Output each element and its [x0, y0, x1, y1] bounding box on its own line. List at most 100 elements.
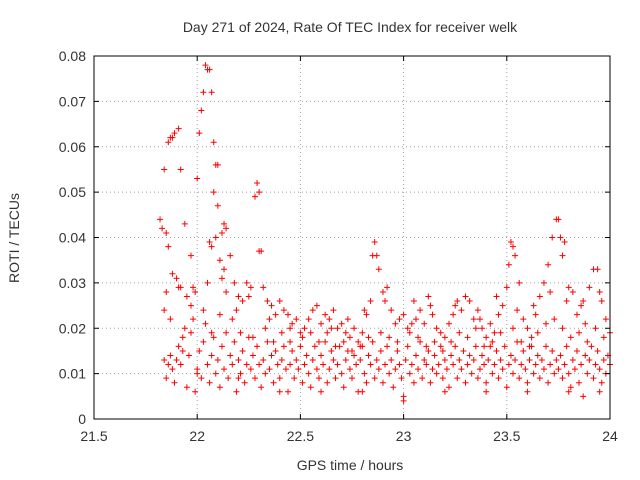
data-point — [563, 343, 570, 350]
data-point — [392, 320, 399, 327]
data-point — [359, 329, 366, 336]
data-point — [208, 89, 215, 96]
data-point — [165, 361, 172, 368]
data-point — [363, 379, 370, 386]
data-point — [526, 357, 533, 364]
plot-frame — [93, 55, 611, 420]
data-point — [369, 338, 376, 345]
data-point — [196, 130, 203, 137]
data-point — [171, 379, 178, 386]
data-point — [365, 334, 372, 341]
data-point — [194, 370, 201, 377]
data-point — [427, 379, 434, 386]
data-point — [280, 307, 287, 314]
data-point — [472, 343, 479, 350]
data-point — [293, 316, 300, 323]
data-point — [161, 307, 168, 314]
data-point — [185, 352, 192, 359]
data-point — [338, 370, 345, 377]
data-point — [489, 338, 496, 345]
data-point — [373, 357, 380, 364]
data-point — [596, 288, 603, 295]
data-point — [594, 266, 601, 273]
data-point — [233, 307, 240, 314]
data-point — [532, 361, 539, 368]
data-point — [221, 220, 228, 227]
data-point — [175, 343, 182, 350]
data-point — [227, 252, 234, 259]
data-point — [462, 293, 469, 300]
data-point — [249, 334, 256, 341]
data-point — [318, 352, 325, 359]
data-point — [163, 229, 170, 236]
data-point — [159, 225, 166, 232]
data-point — [218, 275, 225, 282]
data-point — [287, 338, 294, 345]
y-tick-label: 0.07 — [59, 93, 86, 109]
data-point — [565, 370, 572, 377]
data-point — [602, 316, 609, 323]
data-point — [557, 352, 564, 359]
axis-ticks: 0 0.01 0.02 0.03 0.04 0.05 0.06 0.07 0.08 21.5 22 2… — [59, 48, 618, 444]
data-point — [371, 239, 378, 246]
x-tick-label: 24 — [602, 428, 618, 444]
data-point — [169, 134, 176, 141]
data-point — [307, 384, 314, 391]
data-point — [181, 325, 188, 332]
data-point — [402, 357, 409, 364]
data-point — [565, 388, 572, 395]
data-point — [491, 361, 498, 368]
data-point — [334, 361, 341, 368]
data-point — [264, 298, 271, 305]
data-point — [412, 352, 419, 359]
data-point — [503, 384, 510, 391]
data-point — [423, 343, 430, 350]
data-point — [223, 288, 230, 295]
data-point — [270, 379, 277, 386]
data-point — [258, 384, 265, 391]
data-point — [499, 366, 506, 373]
data-point — [540, 279, 547, 286]
chart-title: Day 271 of 2024, Rate Of TEC Index for r… — [183, 19, 518, 35]
data-point — [567, 334, 574, 341]
data-point — [307, 329, 314, 336]
data-point — [303, 352, 310, 359]
data-point — [580, 298, 587, 305]
data-point — [188, 302, 195, 309]
data-point — [524, 325, 531, 332]
data-point — [208, 243, 215, 250]
data-point — [282, 366, 289, 373]
data-point — [600, 334, 607, 341]
data-point — [223, 225, 230, 232]
data-point — [256, 189, 263, 196]
data-point — [165, 243, 172, 250]
data-point — [565, 284, 572, 291]
data-point — [450, 311, 457, 318]
data-point — [229, 316, 236, 323]
data-point — [214, 161, 221, 168]
data-point — [578, 361, 585, 368]
data-point — [330, 307, 337, 314]
data-point — [287, 325, 294, 332]
data-point — [311, 343, 318, 350]
data-point — [443, 366, 450, 373]
data-point — [592, 361, 599, 368]
data-point — [353, 361, 360, 368]
data-point — [429, 366, 436, 373]
data-point — [163, 375, 170, 382]
data-point — [439, 375, 446, 382]
data-point — [491, 329, 498, 336]
data-point — [239, 347, 246, 354]
y-tick-label: 0.03 — [59, 275, 86, 291]
data-point — [518, 338, 525, 345]
data-point — [412, 316, 419, 323]
data-point — [379, 379, 386, 386]
data-point — [254, 180, 261, 187]
data-point — [272, 347, 279, 354]
data-point — [359, 388, 366, 395]
data-point — [472, 325, 479, 332]
data-point — [448, 338, 455, 345]
data-point — [289, 320, 296, 327]
data-point — [262, 325, 269, 332]
grid-lines — [94, 56, 610, 419]
